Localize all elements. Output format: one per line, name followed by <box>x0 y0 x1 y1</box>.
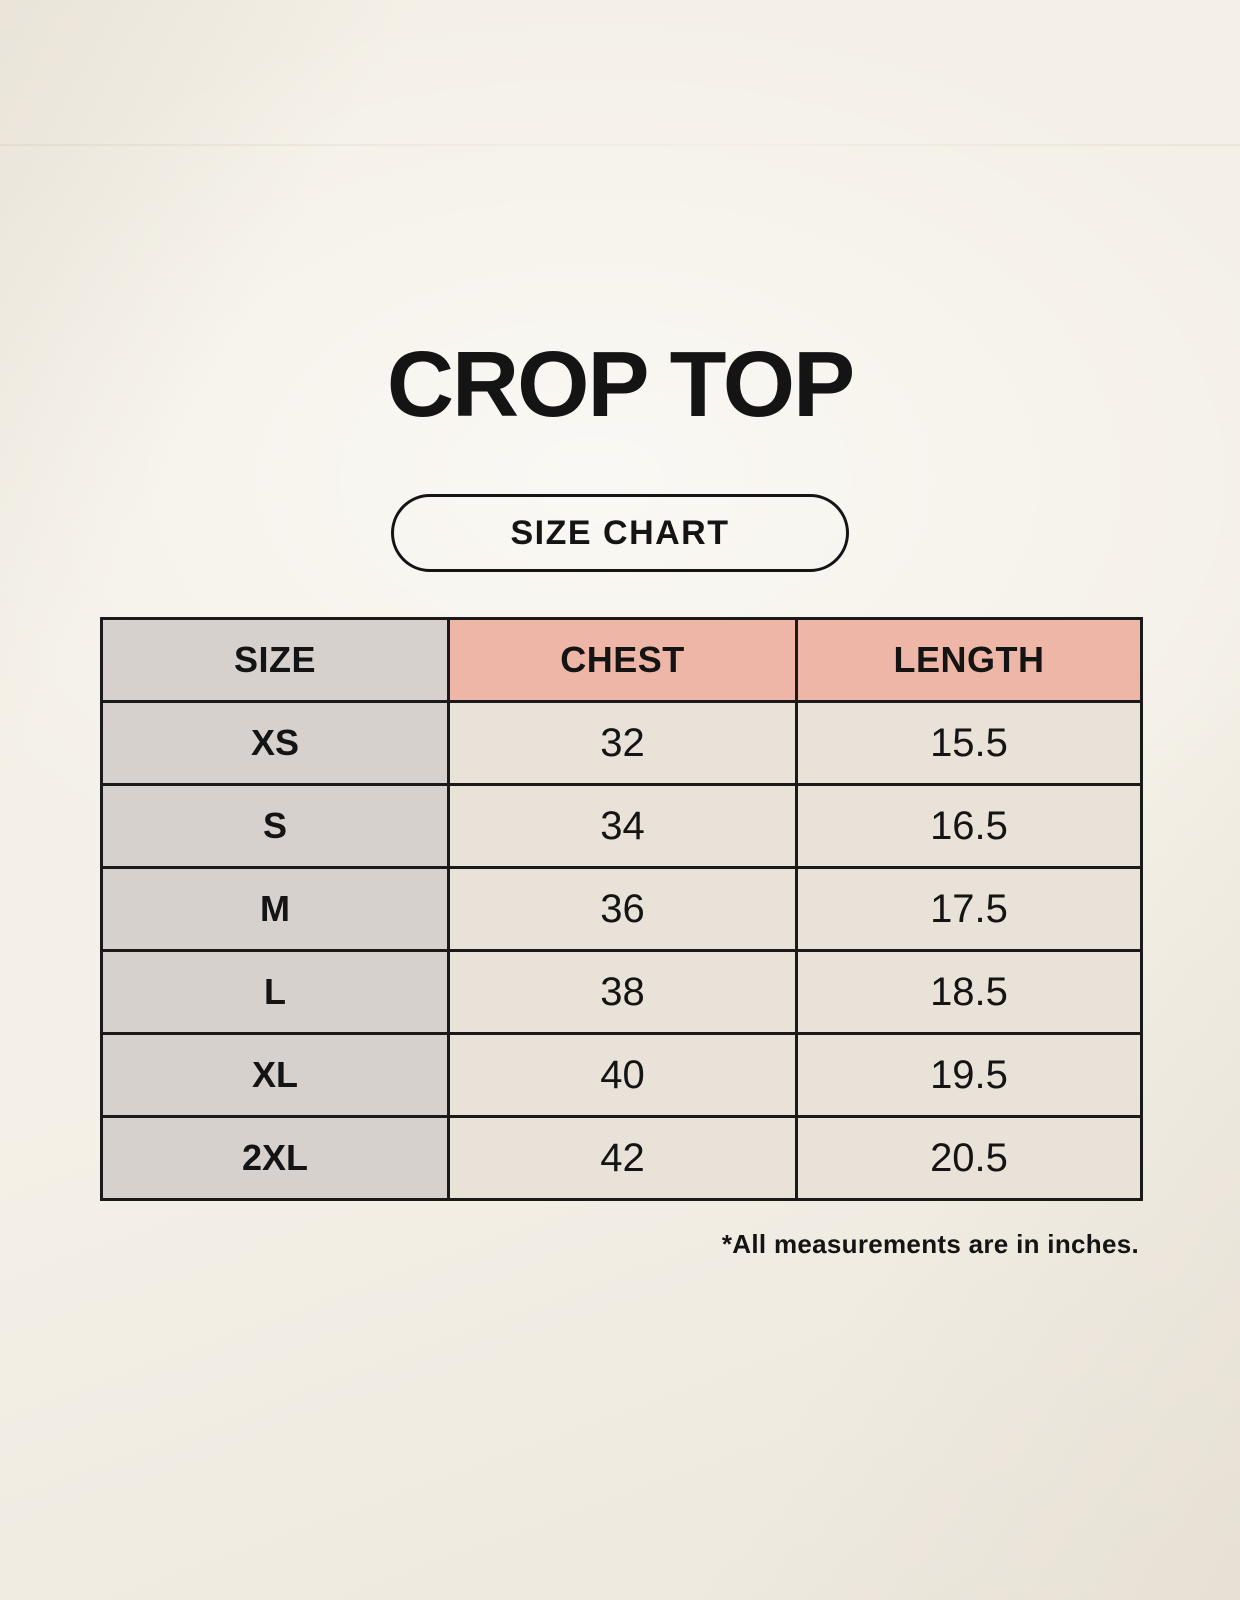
size-chart-table: SIZE CHEST LENGTH XS 32 15.5 S 34 16.5 M… <box>100 617 1143 1201</box>
table-header-row: SIZE CHEST LENGTH <box>100 617 1143 703</box>
column-header-size: SIZE <box>100 617 450 703</box>
size-label: S <box>100 783 450 869</box>
length-value: 15.5 <box>795 700 1143 786</box>
chest-value: 34 <box>447 783 798 869</box>
length-value: 16.5 <box>795 783 1143 869</box>
length-value: 17.5 <box>795 866 1143 952</box>
length-value: 20.5 <box>795 1115 1143 1201</box>
size-chart-badge-label: SIZE CHART <box>510 513 730 552</box>
length-value: 19.5 <box>795 1032 1143 1118</box>
table-row: 2XL 42 20.5 <box>100 1115 1143 1201</box>
size-label: M <box>100 866 450 952</box>
measurements-footnote: *All measurements are in inches. <box>721 1229 1139 1259</box>
chest-value: 40 <box>447 1032 798 1118</box>
table-row: M 36 17.5 <box>100 866 1143 952</box>
chest-value: 42 <box>447 1115 798 1201</box>
column-header-chest: CHEST <box>447 617 798 703</box>
table-row: S 34 16.5 <box>100 783 1143 869</box>
size-label: XL <box>100 1032 450 1118</box>
column-header-length: LENGTH <box>795 617 1143 703</box>
chest-value: 38 <box>447 949 798 1035</box>
size-label: L <box>100 949 450 1035</box>
size-label: XS <box>100 700 450 786</box>
chest-value: 32 <box>447 700 798 786</box>
background-wall-seam <box>0 144 1240 146</box>
size-chart-badge: SIZE CHART <box>391 494 849 572</box>
table-row: L 38 18.5 <box>100 949 1143 1035</box>
table-row: XL 40 19.5 <box>100 1032 1143 1118</box>
size-label: 2XL <box>100 1115 450 1201</box>
table-row: XS 32 15.5 <box>100 700 1143 786</box>
chest-value: 36 <box>447 866 798 952</box>
page-title: CROP TOP <box>386 332 855 436</box>
length-value: 18.5 <box>795 949 1143 1035</box>
